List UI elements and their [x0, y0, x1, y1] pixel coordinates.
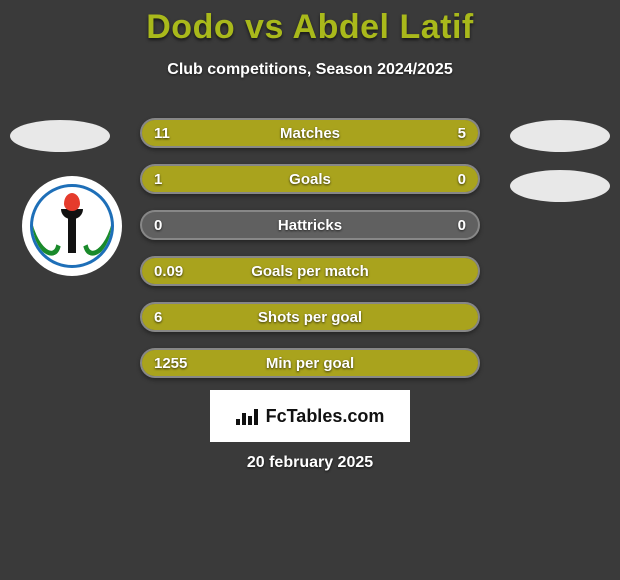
stat-label: Goals per match: [142, 263, 478, 280]
stat-value-right: 5: [458, 125, 466, 142]
comparison-subtitle: Club competitions, Season 2024/2025: [0, 61, 620, 79]
stat-label: Min per goal: [142, 355, 478, 372]
stat-label: Matches: [142, 125, 478, 142]
stat-row-goals-per-match: 0.09 Goals per match: [140, 256, 480, 286]
stat-row-min-per-goal: 1255 Min per goal: [140, 348, 480, 378]
stat-label: Shots per goal: [142, 309, 478, 326]
club-badge-icon: [30, 184, 114, 268]
stat-value-right: 0: [458, 217, 466, 234]
stat-row-hattricks: 0 Hattricks 0: [140, 210, 480, 240]
stat-label: Hattricks: [142, 217, 478, 234]
stat-row-shots-per-goal: 6 Shots per goal: [140, 302, 480, 332]
left-oval-shadow-1: [10, 120, 110, 152]
stat-label: Goals: [142, 171, 478, 188]
right-oval-shadow-2: [510, 170, 610, 202]
fctables-watermark: FcTables.com: [210, 390, 410, 442]
left-club-logo: [22, 176, 122, 276]
comparison-title: Dodo vs Abdel Latif: [0, 0, 620, 47]
stat-bars: 11 Matches 5 1 Goals 0 0 Hattricks 0 0.0…: [140, 118, 480, 394]
stat-value-right: 0: [458, 171, 466, 188]
right-oval-shadow-1: [510, 120, 610, 152]
snapshot-date: 20 february 2025: [0, 454, 620, 472]
bar-chart-icon: [236, 407, 260, 425]
watermark-text: FcTables.com: [266, 406, 385, 427]
stat-row-goals: 1 Goals 0: [140, 164, 480, 194]
stat-row-matches: 11 Matches 5: [140, 118, 480, 148]
